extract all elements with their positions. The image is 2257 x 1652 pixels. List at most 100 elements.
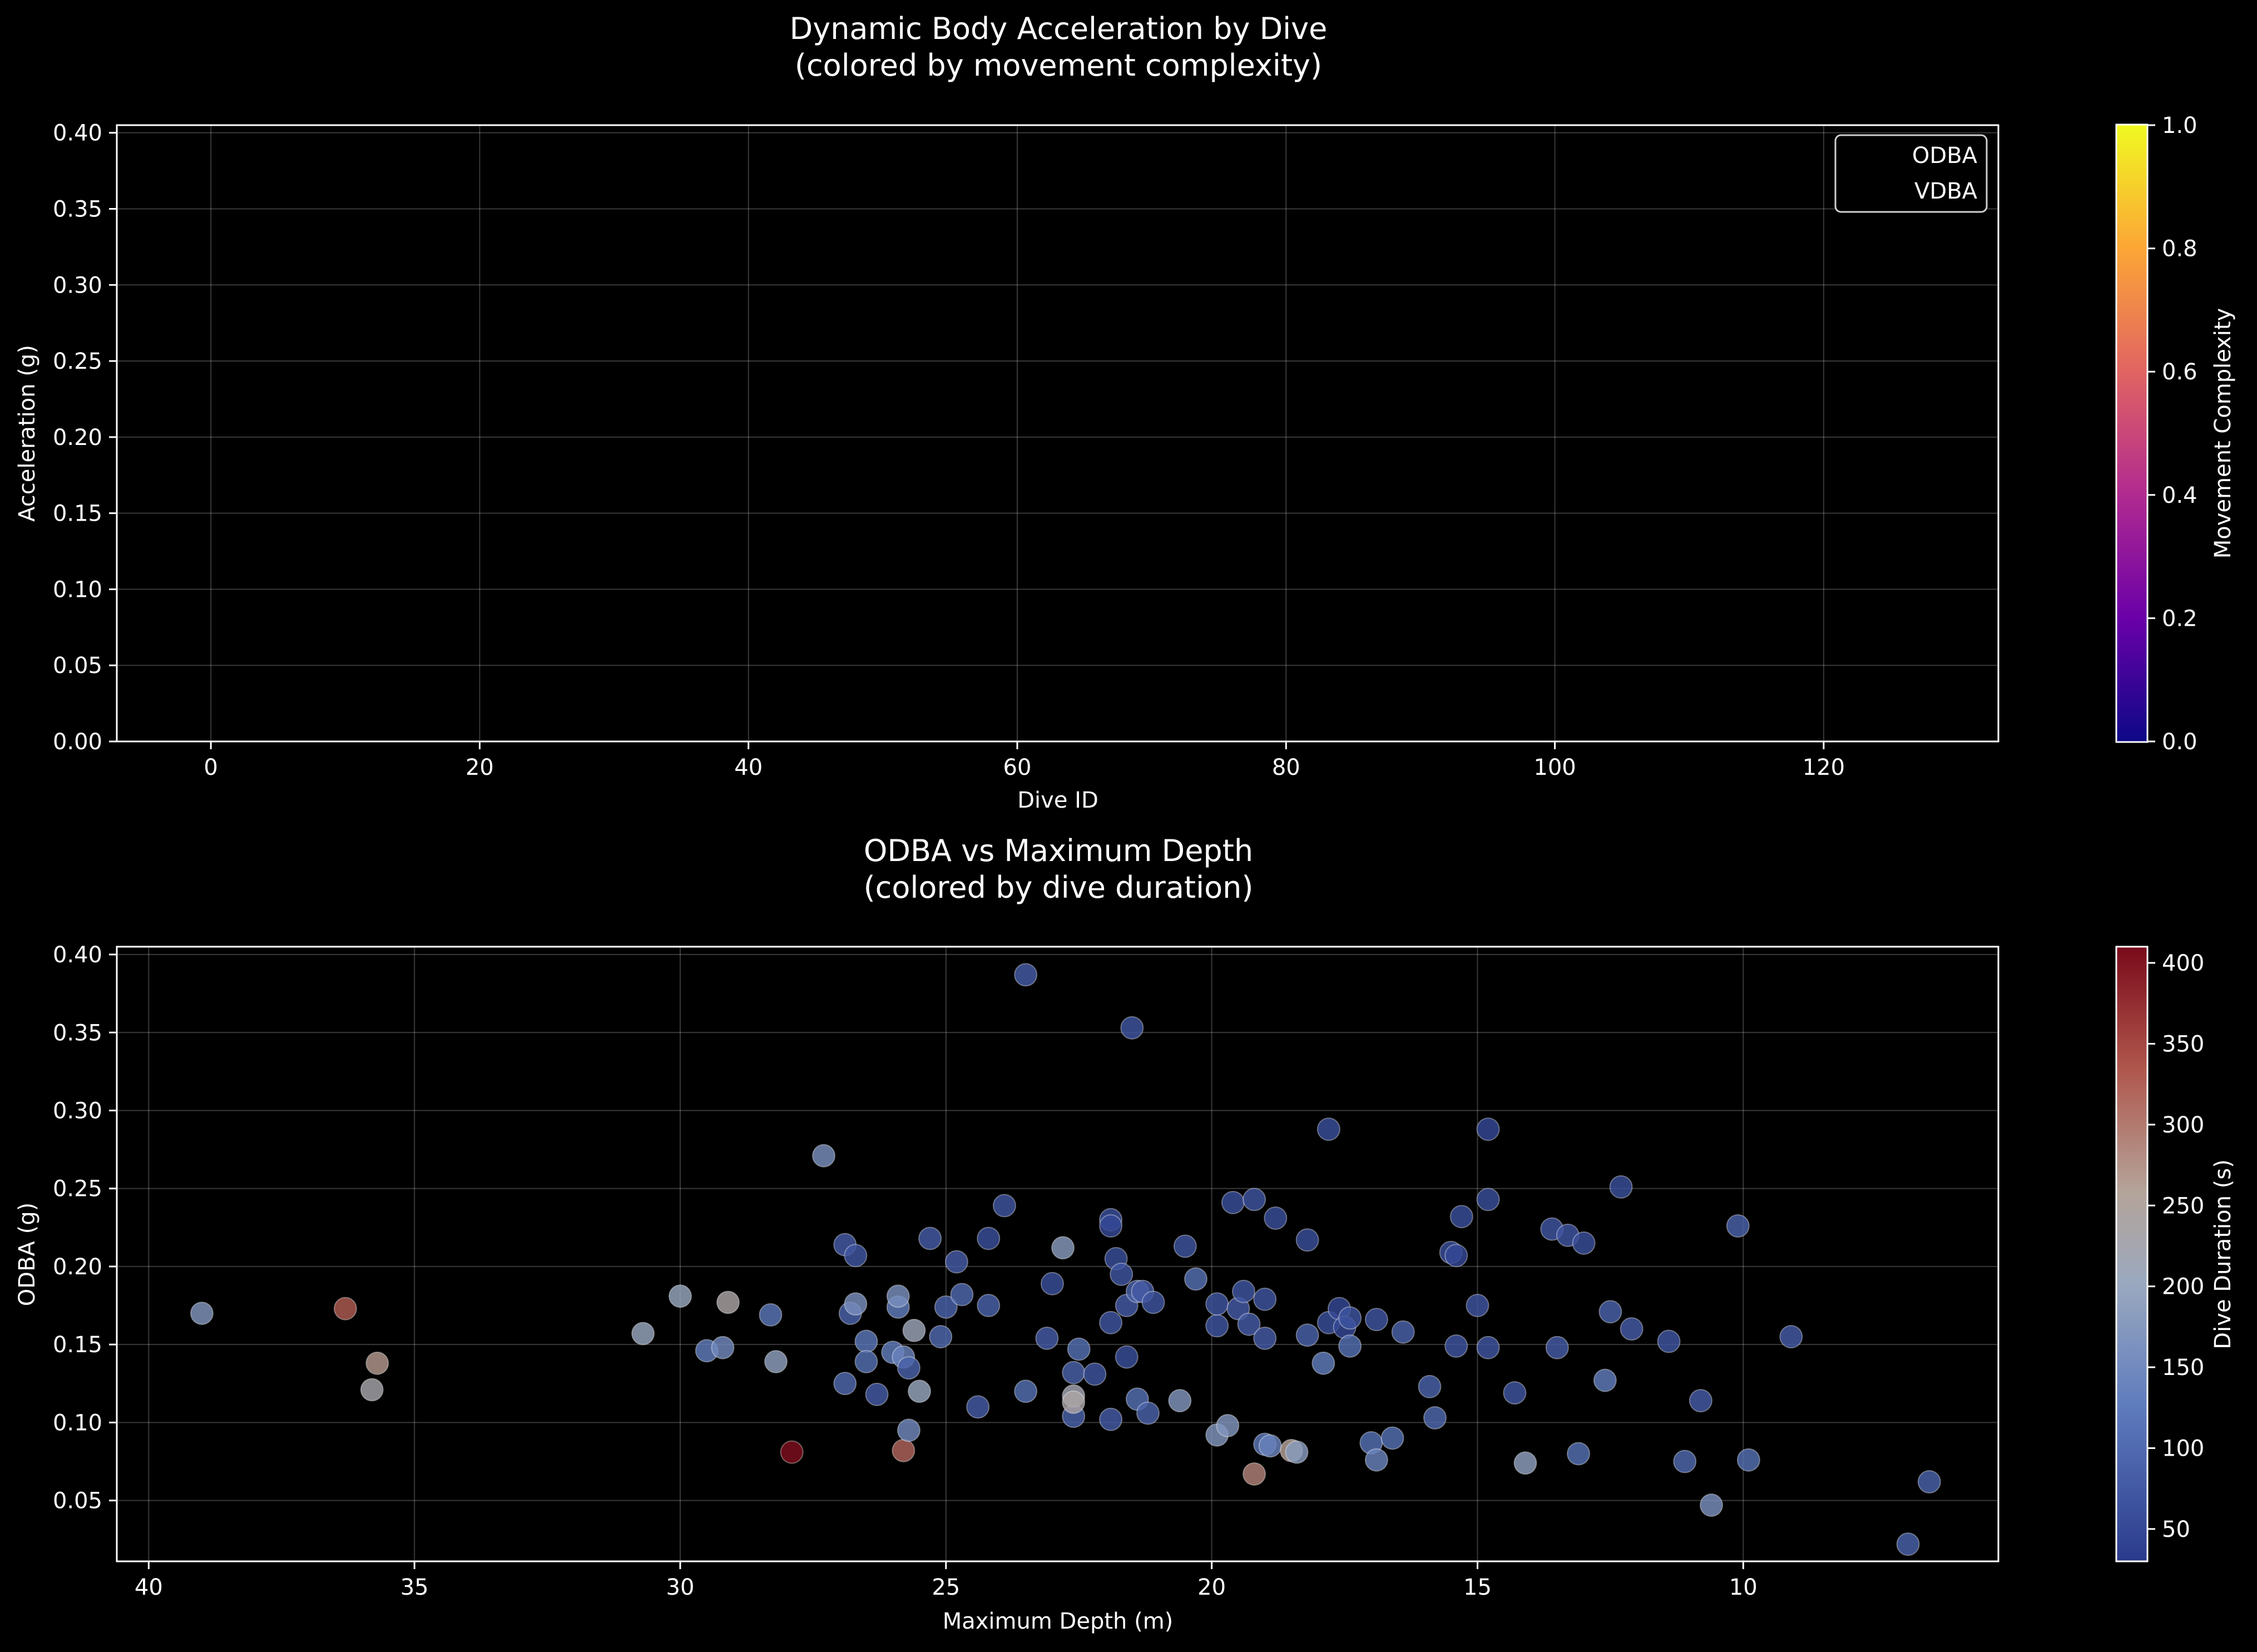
scatter-point	[1364, 1448, 1388, 1472]
scatter-point	[1115, 1345, 1139, 1369]
y-tick-label: 0.15	[53, 501, 102, 527]
scatter-point	[1779, 1325, 1803, 1349]
legend-box	[1834, 134, 1988, 213]
scatter-point	[1418, 1374, 1442, 1398]
legend-entry-vdba: VDBA	[1914, 179, 1978, 204]
x-tick-label: 10	[1729, 1575, 1758, 1600]
colorbar-2-label: Dive Duration (s)	[2210, 1159, 2236, 1349]
y-tick-label: 0.40	[53, 942, 102, 968]
scatter-point	[844, 1292, 868, 1316]
y-tick-label: 0.30	[53, 273, 102, 298]
scatter-point	[1062, 1390, 1086, 1414]
scatter-point	[1051, 1236, 1075, 1260]
scatter-point	[992, 1194, 1016, 1218]
scatter-point	[908, 1379, 932, 1403]
scatter-point	[934, 1295, 958, 1319]
y-tick-label: 0.00	[53, 729, 102, 755]
scatter-point	[1264, 1206, 1288, 1230]
scatter-point	[1168, 1389, 1192, 1413]
legend-entry-odba: ODBA	[1912, 143, 1978, 169]
chart-1: Dynamic Body Acceleration by Dive (colore…	[14, 11, 2236, 813]
colorbar-tick-label: 400	[2162, 951, 2204, 976]
colorbar-2-ticks: 50 100 150 200 250 300 350 400	[2147, 951, 2204, 1542]
scatter-point	[1253, 1326, 1277, 1350]
scatter-point	[1067, 1337, 1091, 1361]
title-line: (colored by dive duration)	[864, 870, 1254, 905]
colorbar-tick-label: 200	[2162, 1274, 2204, 1300]
scatter-point	[1253, 1287, 1277, 1311]
y-tick-label: 0.35	[53, 1020, 102, 1046]
scatter-point	[1476, 1117, 1500, 1141]
scatter-point	[1503, 1381, 1527, 1405]
scatter-point	[1545, 1336, 1569, 1359]
x-tick-label: 20	[466, 755, 494, 780]
title-line: (colored by movement complexity)	[795, 48, 1322, 83]
scatter-point	[1035, 1326, 1059, 1350]
x-tick-label: 40	[135, 1575, 163, 1600]
scatter-point	[1243, 1462, 1266, 1486]
y-tick-label: 0.05	[53, 1488, 102, 1514]
x-tick-label: 80	[1272, 755, 1300, 780]
y-tick-label: 0.20	[53, 425, 102, 451]
scatter-point	[190, 1302, 214, 1325]
x-tick-label: 60	[1003, 755, 1032, 780]
scatter-point	[360, 1378, 384, 1402]
colorbar-tick-label: 50	[2162, 1517, 2190, 1542]
scatter-point	[1620, 1317, 1644, 1341]
scatter-point	[966, 1395, 990, 1419]
scatter-point	[1513, 1451, 1537, 1475]
x-tick-label: 25	[932, 1575, 960, 1600]
scatter-point	[1689, 1389, 1712, 1413]
colorbar-tick-label: 250	[2162, 1193, 2204, 1219]
x-tick-label: 120	[1803, 755, 1845, 780]
chart-2-grid	[117, 947, 1998, 1561]
scatter-point	[1184, 1267, 1207, 1291]
scatter-point	[1449, 1205, 1473, 1229]
chart-2: ODBA vs Maximum Depth (colored by dive du…	[14, 833, 2236, 1634]
scatter-point	[1099, 1214, 1123, 1238]
y-tick-label: 0.30	[53, 1098, 102, 1124]
x-tick-label: 0	[204, 755, 217, 780]
title-line: Dynamic Body Acceleration by Dive	[790, 11, 1328, 46]
chart-1-plot-frame	[116, 124, 1999, 743]
colorbar-2-gradient	[2115, 946, 2149, 1562]
scatter-point	[812, 1144, 836, 1168]
chart-1-colorbar: 0.0 0.2 0.4 0.6 0.8 1.0 Movement Complexity	[2115, 113, 2236, 755]
chart-2-colorbar: 50 100 150 200 250 300 350 400 Dive Duration (s…	[2115, 946, 2236, 1562]
scatter-point	[1896, 1532, 1920, 1556]
scatter-point	[1444, 1244, 1468, 1268]
scatter-point	[711, 1336, 735, 1359]
y-tick-label: 0.10	[53, 577, 102, 602]
y-tick-label: 0.05	[53, 653, 102, 679]
scatter-point	[333, 1297, 357, 1320]
colorbar-1-ticks: 0.0 0.2 0.4 0.6 0.8 1.0	[2147, 113, 2197, 755]
scatter-point	[1338, 1306, 1362, 1330]
scatter-point	[716, 1290, 740, 1314]
scatter-point	[1295, 1228, 1319, 1252]
chart-1-title: Dynamic Body Acceleration by Dive (colore…	[790, 11, 1328, 83]
colorbar-tick-label: 0.4	[2162, 483, 2197, 508]
scatter-point	[1311, 1351, 1335, 1375]
scatter-point	[1444, 1334, 1468, 1358]
scatter-point	[1083, 1362, 1107, 1386]
scatter-point	[854, 1329, 878, 1353]
scatter-point	[1609, 1175, 1633, 1199]
scatter-point	[1173, 1234, 1197, 1258]
scatter-point	[886, 1284, 910, 1308]
scatter-point	[1736, 1448, 1760, 1472]
y-tick-label: 0.15	[53, 1332, 102, 1358]
scatter-point	[1136, 1401, 1160, 1425]
scatter-point	[977, 1226, 1001, 1250]
chart-2-xticks: 40 35 30 25 20 15 10	[135, 1561, 1758, 1600]
scatter-point	[1205, 1292, 1229, 1316]
scatter-point	[902, 1318, 926, 1342]
scatter-point	[1476, 1336, 1500, 1359]
scatter-point	[1099, 1407, 1123, 1431]
chart-2-plot-frame	[116, 946, 1999, 1562]
x-tick-label: 15	[1463, 1575, 1492, 1600]
x-tick-label: 35	[400, 1575, 429, 1600]
colorbar-tick-label: 0.2	[2162, 606, 2197, 631]
x-tick-label: 40	[734, 755, 763, 780]
scatter-point	[977, 1294, 1001, 1318]
